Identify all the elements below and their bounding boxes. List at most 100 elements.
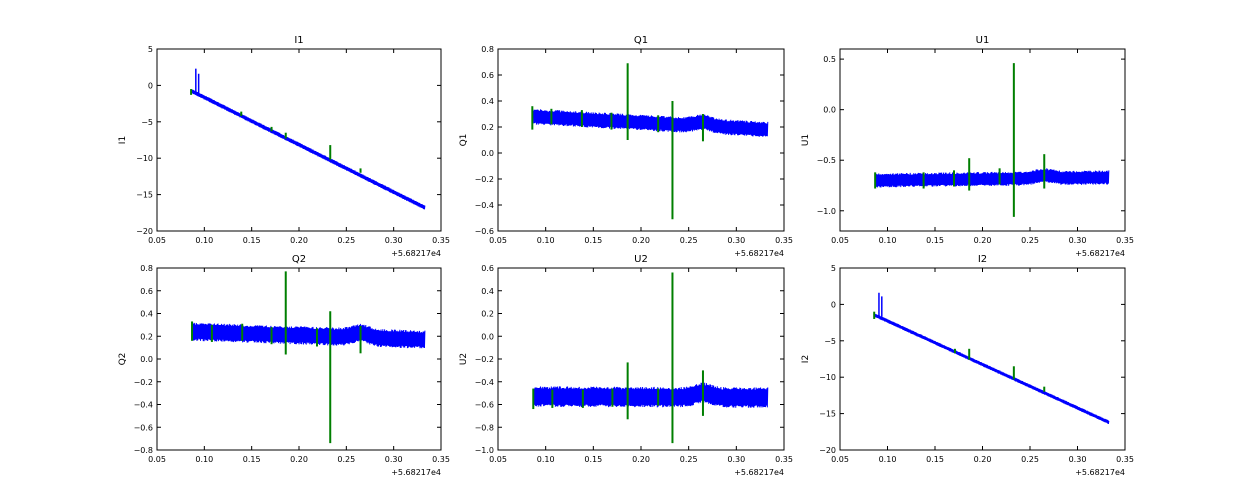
y-tick-label: −0.2 [475, 175, 494, 184]
y-tick-label: 0.0 [481, 149, 494, 158]
x-tick-label: 0.25 [337, 236, 355, 245]
x-tick-label: 0.05 [148, 455, 166, 464]
y-tick-label: 0.4 [481, 97, 494, 106]
x-tick-label: 0.15 [926, 236, 944, 245]
x-tick-label: 0.05 [831, 236, 849, 245]
x-tick-label: 0.30 [727, 236, 745, 245]
x-tick-label: 0.10 [195, 455, 213, 464]
y-tick-label: 0.2 [140, 332, 153, 341]
plot-frame [497, 267, 785, 451]
x-tick-label: 0.20 [290, 236, 308, 245]
x-tick-label: 0.10 [879, 455, 897, 464]
x-tick-label: 0.30 [727, 455, 745, 464]
y-tick-label: 0.6 [481, 71, 494, 80]
y-tick-label: −0.8 [475, 423, 494, 432]
y-tick-label: 0.2 [481, 310, 494, 319]
y-tick-label: 0.5 [823, 55, 836, 64]
y-axis-label: I2 [801, 355, 811, 363]
x-tick-label: 0.15 [243, 236, 261, 245]
chart-title: U1 [976, 35, 990, 46]
y-tick-label: 0.0 [140, 355, 153, 364]
series-band-line [191, 322, 426, 349]
y-axis-label: U2 [459, 353, 469, 365]
plot-frame [156, 48, 442, 232]
x-tick-label: 0.20 [290, 455, 308, 464]
y-tick-label: −5 [141, 118, 153, 127]
plot-frame [497, 48, 785, 232]
y-tick-label: −1.0 [475, 446, 494, 455]
x-tick-label: 0.20 [632, 236, 650, 245]
series-blue [532, 109, 769, 137]
x-tick-label: 0.15 [584, 236, 602, 245]
y-axis-label: I1 [118, 136, 128, 144]
x-tick-label: 0.10 [537, 236, 555, 245]
x-tick-label: 0.10 [537, 455, 555, 464]
series-band-line [874, 313, 1110, 424]
chart-panel-i1: 0.05 0.10 0.15 0.20 0.25 0.30 0.35 5 0 −5 −10 −15 −2… [118, 35, 450, 258]
x-tick-label: 0.05 [148, 236, 166, 245]
y-tick-label: −0.6 [134, 423, 153, 432]
x-offset-label: +5.68217e4 [391, 249, 441, 258]
series-green [873, 311, 1046, 392]
y-tick-label: 0.8 [481, 45, 494, 54]
chart-panel-q1: 0.05 0.10 0.15 0.20 0.25 0.30 0.35 0.8 0.6 0.4 0.2… [459, 35, 793, 258]
x-tick-label: 0.10 [879, 236, 897, 245]
x-tick-label: 0.35 [1116, 455, 1134, 464]
chart-title: Q2 [292, 254, 306, 265]
x-offset-label: +5.68217e4 [1075, 468, 1125, 477]
chart-panel-u2: 0.05 0.10 0.15 0.20 0.25 0.30 0.35 0.6 0.4 0.2 0.0… [459, 254, 793, 477]
y-tick-label: 5 [831, 264, 836, 273]
y-tick-label: −15 [819, 410, 836, 419]
x-tick-label: 0.35 [432, 455, 450, 464]
series-band-line [532, 109, 769, 137]
series-band-line [191, 89, 426, 210]
y-tick-label: 0.2 [481, 123, 494, 132]
x-tick-label: 0.25 [1021, 455, 1039, 464]
x-tick-label: 0.25 [680, 236, 698, 245]
y-tick-label: −10 [136, 154, 153, 163]
y-tick-label: 0.6 [140, 287, 153, 296]
series-blue [191, 322, 426, 349]
series-green [531, 63, 704, 220]
y-tick-label: 0.4 [140, 310, 153, 319]
y-tick-label: 0 [831, 300, 836, 309]
series-band-line [874, 168, 1110, 188]
y-tick-label: −1.0 [817, 207, 836, 216]
y-tick-label: −5 [824, 337, 836, 346]
y-tick-label: −10 [819, 373, 836, 382]
x-tick-label: 0.30 [1069, 236, 1087, 245]
chart-title: I1 [294, 35, 303, 46]
x-tick-label: 0.35 [775, 236, 793, 245]
chart-title: Q1 [634, 35, 648, 46]
x-tick-label: 0.25 [680, 455, 698, 464]
y-tick-label: −20 [136, 227, 153, 236]
series-green [532, 272, 704, 444]
y-axis-label: Q2 [118, 353, 128, 366]
y-tick-label: −0.5 [817, 156, 836, 165]
chart-title: U2 [634, 254, 648, 265]
y-tick-label: −15 [136, 191, 153, 200]
y-tick-label: 0.8 [140, 264, 153, 273]
y-tick-label: −0.2 [134, 378, 153, 387]
x-tick-label: 0.10 [195, 236, 213, 245]
y-tick-label: 0.0 [823, 106, 836, 115]
chart-panel-i2: 0.05 0.10 0.15 0.20 0.25 0.30 0.35 5 0 −5 −10 −15 −2… [801, 254, 1134, 477]
y-tick-label: 5 [148, 45, 153, 54]
x-tick-label: 0.35 [775, 455, 793, 464]
x-tick-label: 0.30 [385, 455, 403, 464]
y-tick-label: −0.4 [134, 401, 153, 410]
x-tick-label: 0.15 [584, 455, 602, 464]
y-axis-label: Q1 [459, 134, 469, 147]
series-blue [532, 382, 769, 408]
x-tick-label: 0.20 [632, 455, 650, 464]
x-offset-label: +5.68217e4 [734, 468, 784, 477]
x-offset-label: +5.68217e4 [1075, 249, 1125, 258]
x-tick-label: 0.15 [243, 455, 261, 464]
series-blue [191, 68, 426, 210]
y-tick-label: −0.2 [475, 355, 494, 364]
plot-frame [156, 267, 442, 451]
y-tick-label: −0.6 [475, 227, 494, 236]
series-green [191, 271, 362, 444]
x-offset-label: +5.68217e4 [391, 468, 441, 477]
